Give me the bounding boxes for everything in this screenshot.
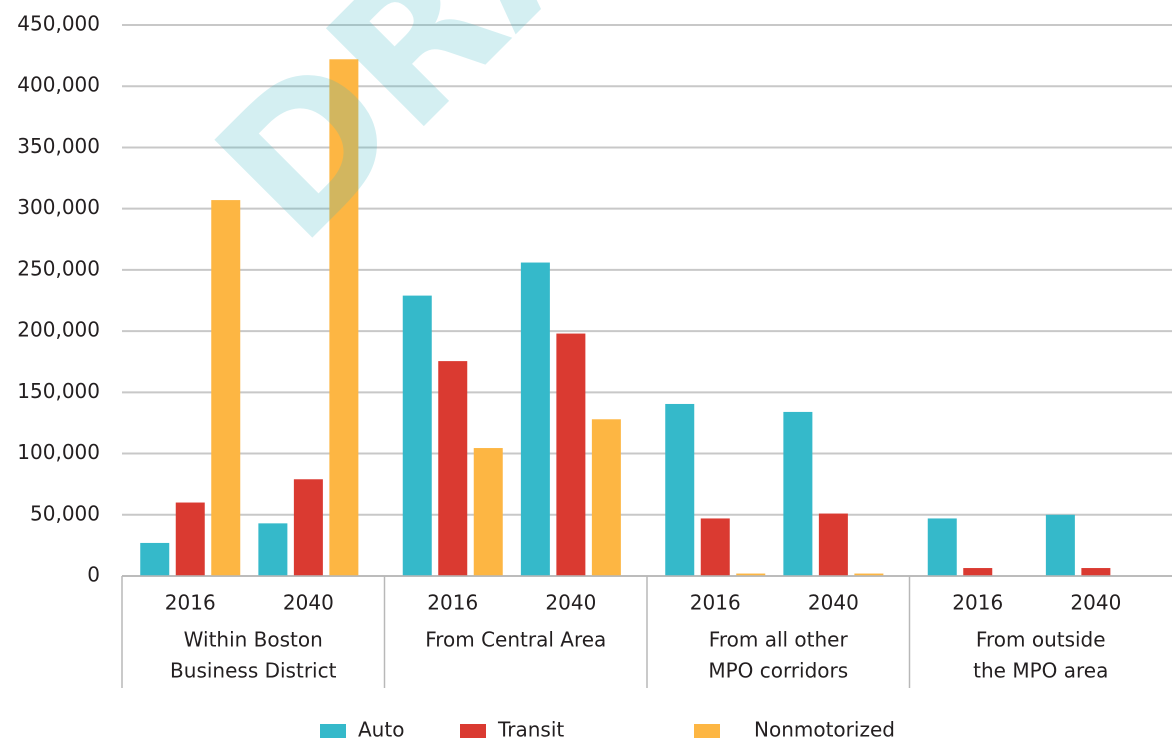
legend-swatch (460, 724, 486, 738)
bar (927, 518, 957, 576)
bar (700, 518, 730, 576)
x-tick-label: 2040 (1070, 591, 1121, 615)
x-tick-label: 2016 (690, 591, 741, 615)
y-tick-label: 100,000 (17, 440, 100, 464)
bar (963, 568, 993, 576)
bar (438, 361, 468, 576)
group-label: Business District (170, 659, 337, 683)
bar (1045, 514, 1075, 576)
y-tick-label: 350,000 (17, 134, 100, 158)
legend-swatch (320, 724, 346, 738)
y-tick-label: 0 (87, 563, 100, 587)
y-tick-label: 400,000 (17, 73, 100, 97)
x-tick-label: 2040 (808, 591, 859, 615)
bar (402, 295, 432, 576)
y-tick-label: 300,000 (17, 195, 100, 219)
y-tick-label: 200,000 (17, 318, 100, 342)
x-tick-label: 2016 (952, 591, 1003, 615)
y-tick-label: 50,000 (30, 501, 100, 525)
x-tick-label: 2040 (545, 591, 596, 615)
bar (665, 403, 695, 576)
bar (1081, 568, 1111, 576)
bar (854, 573, 884, 576)
group-label: From all other (709, 628, 849, 652)
bar (520, 262, 550, 576)
bar (329, 59, 359, 577)
bar (175, 502, 205, 576)
group-label: Within Boston (184, 628, 323, 652)
x-tick-label: 2016 (165, 591, 216, 615)
group-label: the MPO area (973, 659, 1108, 683)
bar (140, 542, 170, 576)
legend-label: Nonmotorized (754, 718, 895, 742)
y-tick-label: 250,000 (17, 256, 100, 280)
legend-swatch (694, 724, 720, 738)
y-tick-label: 150,000 (17, 379, 100, 403)
legend-label: Auto (358, 718, 404, 742)
bar (591, 419, 621, 576)
y-tick-label: 450,000 (17, 12, 100, 36)
bar (783, 411, 813, 576)
x-tick-label: 2040 (283, 591, 334, 615)
group-label: From Central Area (425, 628, 606, 652)
x-tick-label: 2016 (427, 591, 478, 615)
bar (258, 523, 288, 576)
bar (818, 513, 848, 576)
bar (211, 200, 241, 576)
bar (556, 333, 586, 576)
group-label: MPO corridors (708, 659, 848, 683)
group-label: From outside (976, 628, 1106, 652)
bar (736, 573, 766, 576)
legend-label: Transit (497, 718, 564, 742)
bar (473, 448, 503, 576)
watermark: DRAFT (176, 0, 835, 282)
bar (293, 479, 323, 576)
